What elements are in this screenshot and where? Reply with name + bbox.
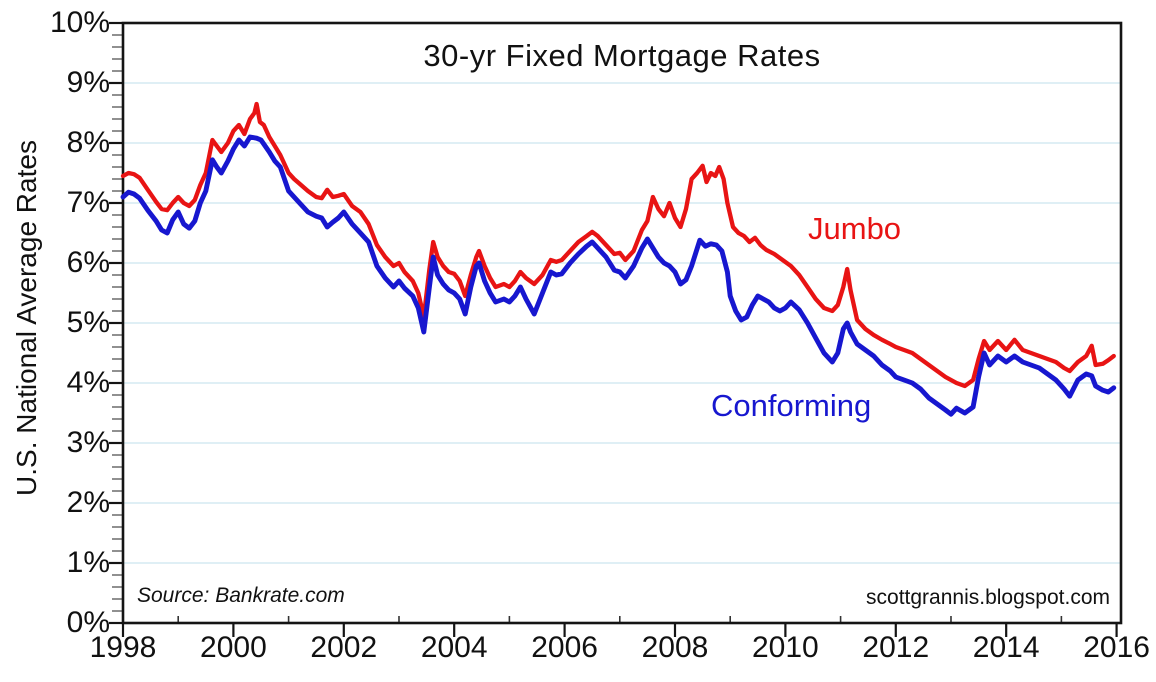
y-tick-label: 3% (66, 426, 110, 459)
y-tick-label: 10% (49, 6, 110, 39)
x-tick-label: 2012 (862, 631, 930, 664)
x-tick-label: 2004 (420, 631, 488, 664)
x-tick-label: 2008 (641, 631, 709, 664)
x-tick-label: 2006 (531, 631, 598, 664)
y-tick-label: 0% (66, 606, 110, 639)
jumbo-line (120, 101, 1116, 389)
x-tick-label: 2016 (1083, 631, 1150, 664)
conforming-line (120, 134, 1117, 417)
y-tick-label: 2% (66, 486, 110, 519)
y-tick-label: 5% (66, 306, 110, 339)
plot-frame (121, 21, 1123, 625)
conforming-series-label: Conforming (711, 388, 872, 423)
source-note: Source: Bankrate.com (137, 584, 345, 607)
chart-title: 30-yr Fixed Mortgage Rates (423, 38, 821, 73)
x-tick-label: 1998 (89, 631, 157, 664)
watermark: scottgrannis.blogspot.com (866, 586, 1110, 609)
y-tick-label: 6% (66, 246, 110, 279)
y-tick-label: 4% (66, 366, 110, 399)
jumbo-series-label: Jumbo (808, 211, 902, 246)
x-tick-label: 2000 (200, 631, 267, 664)
y-tick-label: 7% (66, 186, 110, 219)
y-tick-label: 8% (66, 126, 110, 159)
x-tick-label: 2014 (972, 631, 1040, 664)
y-tick-label: 1% (66, 546, 110, 579)
x-tick-label: 2010 (752, 631, 819, 664)
x-tick-label: 2002 (310, 631, 378, 664)
y-tick-label: 9% (66, 66, 110, 99)
